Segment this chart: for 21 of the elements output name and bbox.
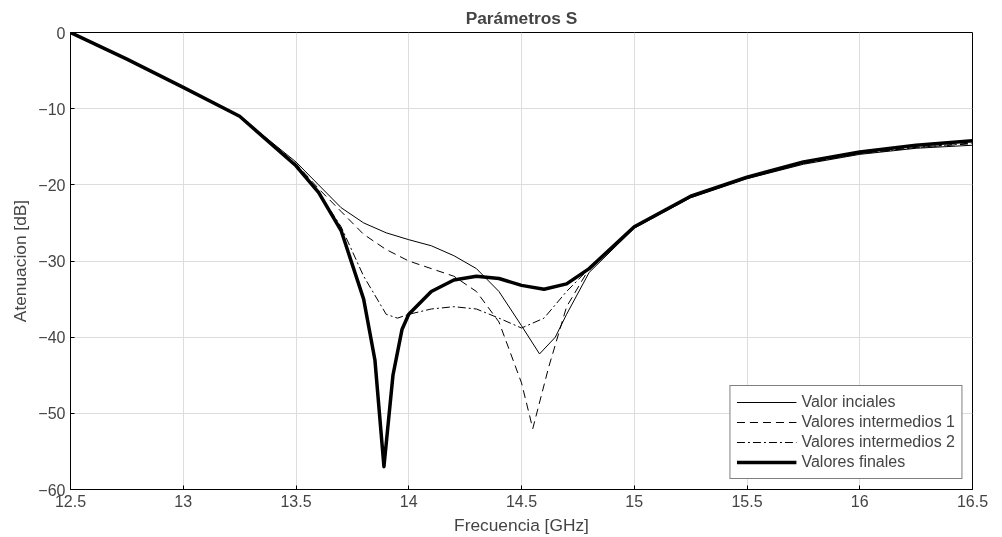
y-tick-label: −20 [38,176,66,194]
x-tick-label: 16 [850,492,869,510]
y-tick-label: 0 [56,24,66,42]
chart-title: Parámetros S [465,7,578,28]
x-tick-label: 13 [174,492,193,510]
x-tick-label: 13.5 [280,492,312,510]
y-tick-label: −30 [38,253,66,270]
y-tick-label: −10 [38,100,66,118]
x-axis-title: Frecuencia [GHz] [454,514,589,535]
legend-label: Valores intermedios 1 [801,413,955,431]
y-tick-label: −40 [38,329,66,347]
legend-label: Valor inciales [801,393,896,411]
x-tick-label: 14 [399,492,418,510]
y-tick-label: −50 [38,405,66,423]
legend-label: Valores finales [801,453,906,471]
x-tick-label: 15 [625,492,644,510]
x-tick-label: 14.5 [505,492,538,510]
x-tick-label: 16.5 [956,492,989,510]
y-axis-title: Atenuacion [dB] [10,199,31,323]
x-tick-label: 15.5 [731,492,763,510]
legend-label: Valores intermedios 2 [801,433,955,451]
